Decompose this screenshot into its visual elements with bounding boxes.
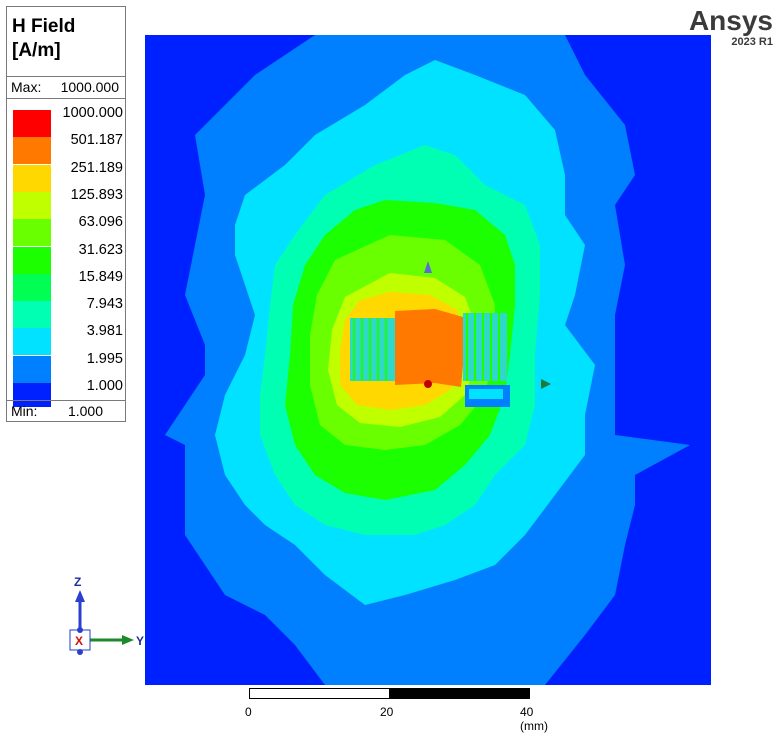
legend-tick-label: 3.981	[86, 323, 123, 340]
legend-swatch	[13, 191, 51, 219]
legend-tick-label: 7.943	[86, 296, 123, 313]
legend-swatch	[13, 110, 51, 137]
product-version: 2023 R1	[731, 36, 773, 48]
legend-swatch	[13, 355, 51, 383]
legend-tick-label: 31.623	[78, 241, 123, 258]
coil-right	[463, 313, 510, 407]
field-legend: H Field [A/m] Max: 1000.000 1000.000 501.…	[6, 6, 126, 422]
legend-swatch	[13, 246, 51, 274]
y-direction-marker	[541, 379, 551, 389]
legend-swatch	[13, 328, 51, 356]
z-axis-label: Z	[74, 575, 81, 589]
legend-min-value: 1.000	[67, 403, 103, 419]
legend-tick-label: 1.000	[86, 378, 123, 394]
field-plot-viewport[interactable]	[145, 35, 711, 685]
axis-triad[interactable]: Z Y X	[56, 572, 156, 672]
legend-tick-label: 63.096	[78, 214, 123, 231]
contour-band-9	[395, 309, 463, 387]
z-direction-marker	[424, 261, 432, 273]
legend-max-label: Max:	[11, 79, 42, 95]
scale-bar: 0 20 40 (mm)	[245, 688, 548, 733]
origin-marker	[424, 380, 432, 388]
legend-swatch	[13, 164, 51, 192]
legend-max-row: Max: 1000.000	[7, 76, 125, 99]
scale-bar-white-segment	[249, 688, 390, 699]
scale-bar-black-segment	[389, 688, 530, 699]
scale-label-start: 0	[245, 705, 252, 719]
legend-swatch	[13, 383, 51, 407]
legend-swatch	[13, 219, 51, 247]
legend-min-row: Min: 1.000	[7, 400, 125, 422]
legend-unit: [A/m]	[12, 40, 61, 61]
legend-tick-label: 125.893	[70, 186, 123, 203]
legend-swatch	[13, 137, 51, 165]
product-logo: Ansys 2023 R1	[688, 5, 773, 49]
legend-swatch	[13, 301, 51, 329]
legend-tick-label: 501.187	[70, 132, 123, 149]
legend-tick-label: 251.189	[70, 159, 123, 176]
legend-tick-label: 15.849	[78, 268, 123, 285]
legend-min-label: Min:	[11, 403, 38, 419]
legend-tick-label: 1.995	[86, 350, 123, 367]
scale-label-mid: 20	[380, 705, 394, 719]
y-axis-label: Y	[136, 634, 144, 648]
scale-label-end: 40 (mm)	[520, 705, 548, 733]
product-name: Ansys	[688, 5, 773, 36]
legend-tick-label: 1000.000	[62, 105, 123, 121]
legend-swatch	[13, 273, 51, 301]
x-axis-label: X	[75, 634, 83, 648]
legend-title: H Field [A/m]	[12, 15, 75, 63]
coil-left	[350, 318, 395, 381]
axis-triad-graphic: Z Y X	[69, 575, 144, 655]
legend-quantity: H Field	[12, 16, 76, 37]
field-contour-plot	[145, 35, 711, 685]
legend-max-value: 1000.000	[60, 79, 119, 95]
